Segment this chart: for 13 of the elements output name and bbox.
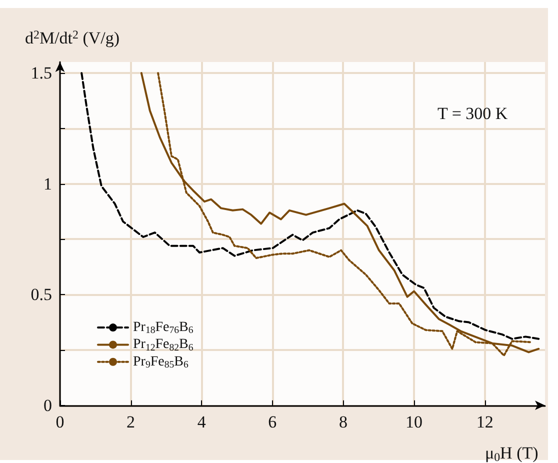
y-tick-label: 0.5 [30, 285, 52, 304]
line-series [80, 72, 540, 340]
x-tick-label: 0 [56, 412, 64, 432]
y-tick-label: 0 [44, 396, 52, 415]
x-tick-label: 2 [126, 412, 136, 432]
x-tick-label: 10 [406, 412, 423, 432]
x-tick-label: 8 [338, 412, 348, 432]
annotation: T = 300 K [438, 104, 508, 123]
y-tick-label: 1 [44, 174, 52, 194]
x-tick-label: 12 [476, 412, 494, 432]
x-tick-label: 6 [268, 412, 277, 432]
x-tick-label: 4 [197, 412, 206, 432]
y-tick-label: 1.5 [30, 64, 52, 83]
